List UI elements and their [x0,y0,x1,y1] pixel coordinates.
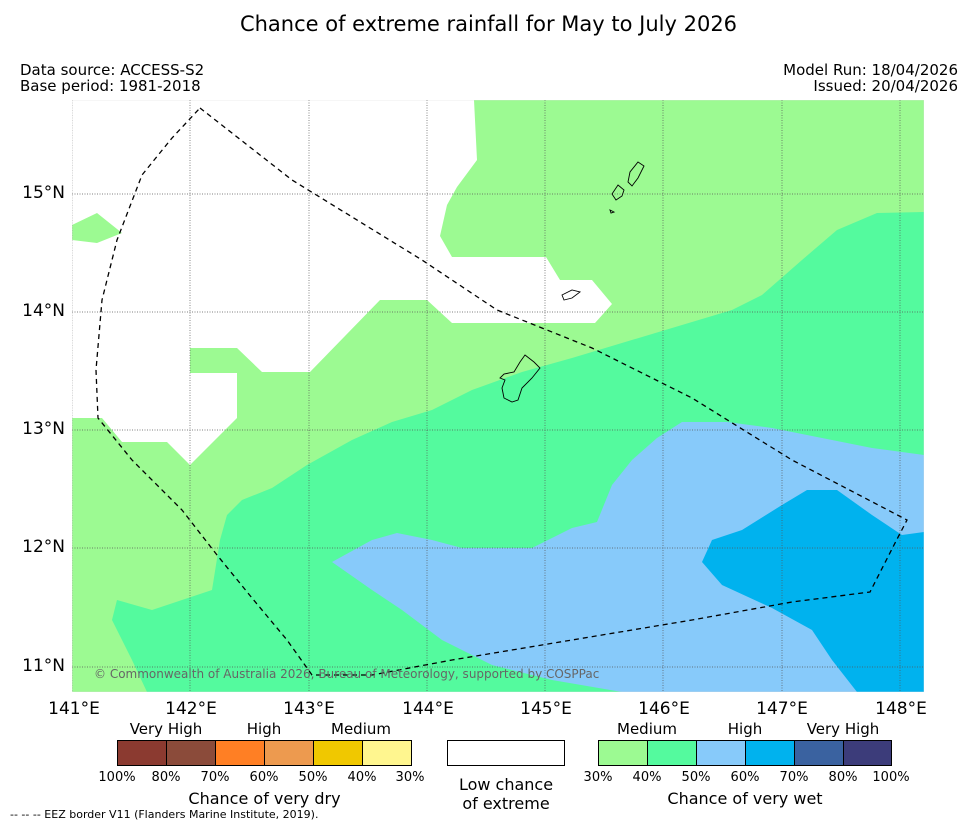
dry-pct-50: 50% [298,770,328,785]
wet-pct-30: 30% [583,770,613,785]
wet-cat-high: High [727,720,763,738]
lon-label-148e: 148°E [875,699,927,719]
dry-swatch-50-60 [264,740,314,766]
copyright-credit: © Commonwealth of Australia 2026, Bureau… [94,667,600,681]
rota-island [561,289,582,301]
dry-cat-very-high: Very High [129,720,203,738]
dry-caption: Chance of very dry [188,789,341,808]
low-chance-swatch [447,740,565,766]
eez-footnote: -- -- -- EEZ border V11 (Flanders Marine… [10,808,319,821]
data-source: Data source: ACCESS-S2 [20,61,205,79]
region-high-50-60 [332,422,924,692]
dry-swatch-60-70 [215,740,265,766]
low-chance-caption: Low chance of extreme [440,775,572,813]
low-chance-caption-line2: of extreme [462,794,550,813]
dry-swatch-80-100 [117,740,167,766]
lon-label-141e: 141°E [48,699,100,719]
lon-label-147e: 147°E [756,699,808,719]
dry-cat-high: High [246,720,282,738]
lon-label-145e: 145°E [520,699,572,719]
base-period: Base period: 1981-2018 [20,77,201,95]
lon-label-142e: 142°E [165,699,217,719]
wet-cat-very-high: Very High [806,720,880,738]
map-title: Chance of extreme rainfall for May to Ju… [239,12,738,36]
wet-pct-50: 50% [681,770,711,785]
region-very-high-60-70 [702,490,924,692]
saipan-island [627,161,645,187]
wet-pct-70: 70% [779,770,809,785]
dry-cat-medium: Medium [331,720,391,738]
lat-label-13n: 13°N [22,419,65,439]
eez-border [95,107,908,676]
dry-pct-40: 40% [347,770,377,785]
lat-label-14n: 14°N [22,301,65,321]
dry-pct-80: 80% [151,770,181,785]
dry-pct-70: 70% [200,770,230,785]
dry-swatch-40-50 [313,740,363,766]
wet-pct-80: 80% [828,770,858,785]
wet-cat-medium: Medium [617,720,677,738]
wet-swatch-60-70 [745,740,795,766]
wet-swatch-70-80 [794,740,844,766]
dry-pct-60: 60% [249,770,279,785]
wet-swatch-40-50 [647,740,697,766]
rainfall-map [72,100,924,692]
wet-swatch-50-60 [696,740,746,766]
lat-label-15n: 15°N [22,183,65,203]
lon-label-146e: 146°E [638,699,690,719]
dry-swatch-30-40 [362,740,412,766]
aguijan-island [609,209,616,214]
tinian-island [611,184,625,201]
wet-pct-100: 100% [872,770,910,785]
dry-swatch-70-80 [166,740,216,766]
gridlines [72,100,924,692]
meta-right: Model Run: 18/04/2026 Issued: 20/04/2026 [783,62,958,94]
guam-island [499,354,541,403]
wet-pct-60: 60% [730,770,760,785]
wet-pct-40: 40% [632,770,662,785]
lat-label-12n: 12°N [22,537,65,557]
wet-swatch-80-100 [843,740,892,766]
lat-label-11n: 11°N [22,656,65,676]
lon-label-144e: 144°E [402,699,454,719]
model-run: Model Run: 18/04/2026 [783,61,958,79]
wet-swatch-30-40 [598,740,648,766]
dry-pct-30: 30% [395,770,425,785]
meta-left: Data source: ACCESS-S2 Base period: 1981… [20,62,204,94]
dry-pct-100: 100% [98,770,136,785]
wet-caption: Chance of very wet [667,789,823,808]
region-medium-wet-island [72,213,122,243]
lon-label-143e: 143°E [283,699,335,719]
issued-date: Issued: 20/04/2026 [813,77,958,95]
low-chance-caption-line1: Low chance [458,775,554,794]
